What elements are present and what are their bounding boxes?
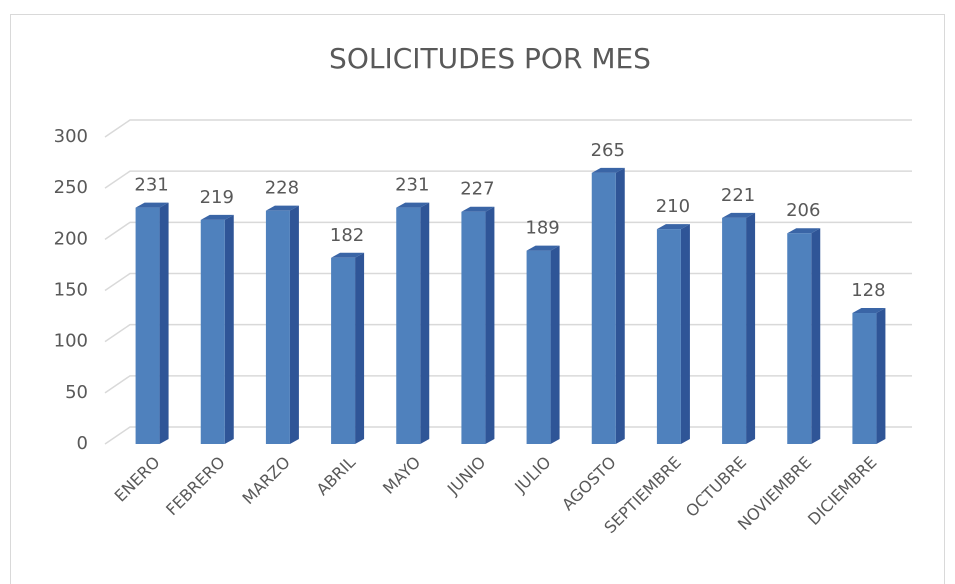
- bar-top: [331, 252, 365, 258]
- bar: [591, 167, 625, 445]
- y-tick-label: 0: [77, 433, 88, 454]
- value-label: 128: [851, 280, 885, 301]
- bar-top: [787, 228, 821, 234]
- chart-title: SOLICITUDES POR MES: [329, 42, 651, 75]
- bar-side: [420, 202, 430, 444]
- bar-top: [526, 245, 560, 251]
- bar-side: [746, 212, 756, 444]
- bar-front: [331, 257, 356, 444]
- bar: [526, 245, 560, 444]
- value-label: 221: [721, 185, 755, 206]
- bar-front: [396, 207, 421, 444]
- value-label: 210: [656, 196, 690, 217]
- bar-top: [265, 205, 299, 211]
- bar-side: [811, 228, 821, 444]
- bar: [396, 202, 430, 444]
- bar: [461, 206, 495, 444]
- bar: [722, 212, 756, 444]
- grid-line: [104, 323, 912, 343]
- bar-side: [224, 214, 234, 444]
- bar-front: [656, 229, 681, 444]
- bar-front: [461, 211, 486, 444]
- grid-line: [104, 272, 912, 292]
- value-label: 206: [786, 200, 820, 221]
- bar: [331, 252, 365, 444]
- grid-line: [104, 426, 912, 445]
- bar-side: [550, 245, 560, 444]
- bar-front: [200, 219, 225, 444]
- bar: [200, 214, 234, 444]
- bar-front: [135, 207, 160, 444]
- bar-top: [200, 214, 234, 220]
- value-label: 219: [200, 187, 234, 208]
- y-tick-label: 250: [54, 177, 88, 198]
- value-label: 231: [395, 175, 429, 196]
- bar: [852, 308, 886, 444]
- bar: [787, 228, 821, 444]
- bar-side: [159, 202, 169, 444]
- bar: [135, 202, 169, 444]
- bar-front: [591, 172, 616, 445]
- bar-front: [526, 250, 551, 444]
- bar-front: [787, 233, 812, 444]
- grid-line: [104, 119, 912, 138]
- bar-top: [461, 206, 495, 212]
- bar-front: [265, 210, 290, 444]
- bar-side: [615, 167, 625, 445]
- y-tick-label: 150: [54, 280, 88, 301]
- value-label: 231: [134, 175, 168, 196]
- bar-top: [852, 308, 886, 314]
- bar-front: [852, 313, 877, 444]
- bar-top: [396, 202, 430, 208]
- bar-side: [876, 308, 886, 444]
- bar-front: [722, 217, 747, 444]
- bar: [265, 205, 299, 444]
- grid-line: [104, 375, 912, 394]
- bar-side: [289, 205, 299, 444]
- grid-line: [104, 221, 912, 240]
- bar-side: [485, 206, 495, 444]
- bar-top: [656, 224, 690, 230]
- value-label: 265: [591, 140, 625, 161]
- bar: [656, 224, 690, 444]
- bar-side: [680, 224, 690, 444]
- bar-top: [722, 212, 756, 218]
- value-label: 228: [265, 178, 299, 199]
- value-label: 182: [330, 225, 364, 246]
- grid-line: [104, 170, 912, 189]
- value-label: 189: [525, 218, 559, 239]
- bar-top: [135, 202, 169, 208]
- y-tick-label: 50: [65, 382, 88, 403]
- bar-top: [591, 167, 625, 173]
- value-label: 227: [460, 179, 494, 200]
- bar-side: [355, 252, 365, 444]
- y-tick-label: 300: [54, 126, 88, 147]
- y-tick-label: 100: [54, 331, 88, 352]
- y-tick-label: 200: [54, 228, 88, 249]
